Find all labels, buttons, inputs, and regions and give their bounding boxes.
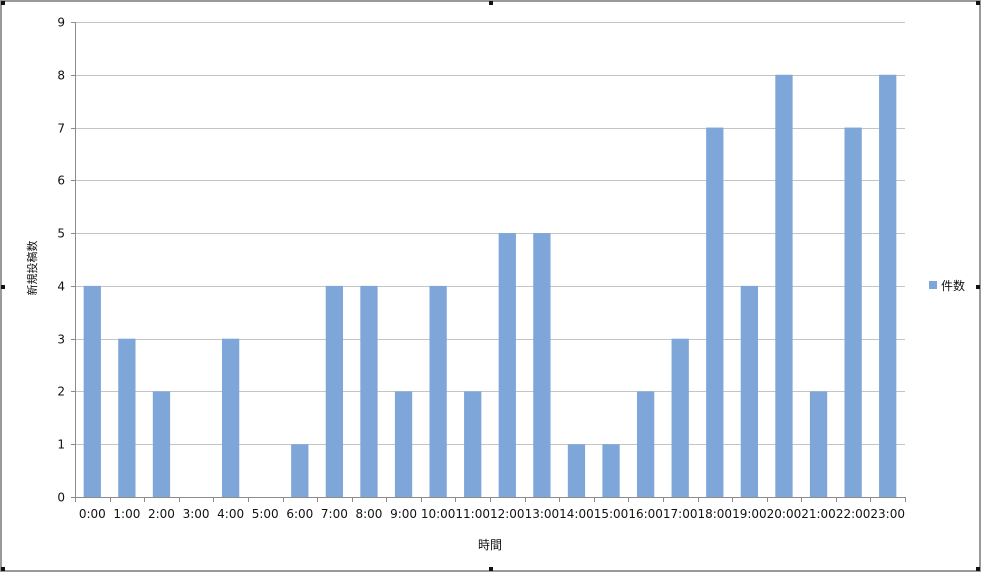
legend[interactable]: 件数 bbox=[929, 278, 965, 293]
bar[interactable] bbox=[879, 74, 897, 497]
bar[interactable] bbox=[325, 285, 344, 497]
resize-handle-left-middle[interactable] bbox=[1, 285, 5, 289]
x-axis-title: 時間 bbox=[478, 538, 502, 552]
resize-handle-top-right[interactable] bbox=[976, 1, 980, 5]
x-tick-label: 20:00 bbox=[767, 507, 802, 521]
x-tick-label: 13:00 bbox=[525, 507, 560, 521]
x-tick-label: 17:00 bbox=[663, 507, 698, 521]
y-tick-label: 0 bbox=[57, 491, 65, 505]
bar[interactable] bbox=[567, 444, 586, 497]
y-tick-label: 6 bbox=[57, 174, 65, 188]
resize-handle-bottom-right[interactable] bbox=[976, 567, 980, 571]
bar[interactable] bbox=[636, 391, 655, 497]
bar[interactable] bbox=[464, 391, 482, 497]
gridlines bbox=[71, 22, 905, 498]
bar[interactable] bbox=[118, 338, 136, 497]
bars bbox=[83, 74, 897, 498]
x-tick-label: 3:00 bbox=[183, 507, 210, 521]
resize-handle-right-middle[interactable] bbox=[976, 285, 980, 289]
bar[interactable] bbox=[671, 338, 689, 497]
x-tick-label: 10:00 bbox=[421, 507, 456, 521]
x-tick-label: 22:00 bbox=[836, 507, 871, 521]
x-tick-label: 19:00 bbox=[732, 507, 767, 521]
x-tick-label: 21:00 bbox=[801, 507, 836, 521]
x-tick-label: 2:00 bbox=[148, 507, 175, 521]
x-tick-label: 12:00 bbox=[490, 507, 525, 521]
x-tick-label: 16:00 bbox=[628, 507, 663, 521]
bar[interactable] bbox=[844, 127, 862, 497]
x-tick-label: 4:00 bbox=[217, 507, 244, 521]
resize-handle-top-center[interactable] bbox=[489, 1, 493, 5]
bar[interactable] bbox=[740, 285, 759, 497]
bar[interactable] bbox=[152, 391, 171, 497]
x-tick-label: 7:00 bbox=[321, 507, 348, 521]
x-tick-label: 23:00 bbox=[870, 507, 905, 521]
bar[interactable] bbox=[394, 391, 413, 497]
bar[interactable] bbox=[533, 233, 551, 498]
y-axis-title: 新規投稿数 bbox=[25, 241, 39, 296]
bar[interactable] bbox=[360, 285, 378, 497]
legend-label: 件数 bbox=[941, 278, 965, 293]
y-tick-label: 9 bbox=[57, 16, 65, 30]
bar[interactable] bbox=[809, 391, 828, 497]
y-tick-label: 3 bbox=[57, 333, 65, 347]
bar[interactable] bbox=[83, 285, 101, 497]
x-tick-label: 0:00 bbox=[79, 507, 106, 521]
x-tick-label: 15:00 bbox=[594, 507, 629, 521]
x-tick-label: 5:00 bbox=[252, 507, 279, 521]
resize-handle-bottom-left[interactable] bbox=[1, 567, 5, 571]
x-tick-label: 11:00 bbox=[455, 507, 490, 521]
resize-handle-top-left[interactable] bbox=[1, 1, 5, 5]
bar[interactable] bbox=[602, 444, 620, 497]
bar[interactable] bbox=[706, 127, 724, 497]
bar[interactable] bbox=[291, 444, 309, 497]
x-tick-labels: 0:00 1:00 2:00 3:00 4:00 5:00 6:00 7:00 8:00 9:00… bbox=[75, 497, 906, 521]
y-tick-label: 1 bbox=[57, 438, 65, 452]
bar[interactable] bbox=[221, 338, 240, 497]
x-tick-label: 6:00 bbox=[286, 507, 313, 521]
y-tick-label: 8 bbox=[57, 69, 65, 83]
y-tick-label: 4 bbox=[57, 280, 65, 294]
x-tick-label: 1:00 bbox=[113, 507, 140, 521]
y-tick-labels: 0 1 2 3 4 5 6 7 8 9 bbox=[57, 16, 65, 505]
resize-handle-bottom-center[interactable] bbox=[489, 567, 493, 571]
x-tick-label: 9:00 bbox=[390, 507, 417, 521]
bar[interactable] bbox=[775, 74, 793, 497]
x-tick-label: 18:00 bbox=[697, 507, 732, 521]
y-tick-label: 2 bbox=[57, 385, 65, 399]
bar[interactable] bbox=[498, 233, 516, 498]
x-tick-label: 14:00 bbox=[559, 507, 594, 521]
y-tick-label: 7 bbox=[57, 122, 65, 136]
y-tick-label: 5 bbox=[57, 227, 65, 241]
x-tick-label: 8:00 bbox=[355, 507, 382, 521]
bar[interactable] bbox=[429, 285, 447, 497]
legend-swatch bbox=[929, 281, 937, 289]
